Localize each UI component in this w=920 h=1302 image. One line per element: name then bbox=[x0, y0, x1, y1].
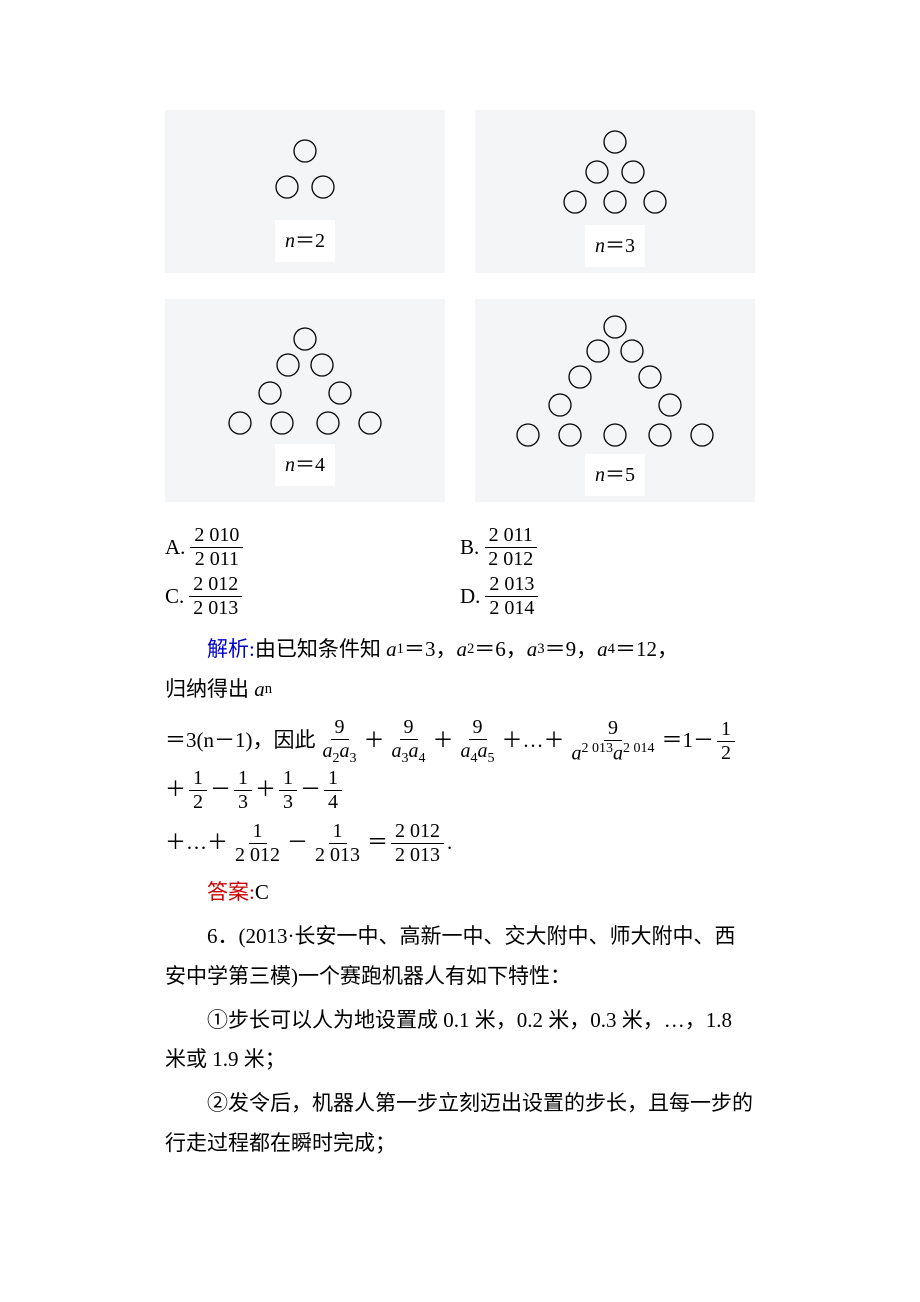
figure-n2-svg bbox=[245, 127, 365, 217]
figure-n4: n＝4 bbox=[165, 299, 445, 502]
sum-term-last: 9 a2 013a2 014 bbox=[568, 717, 659, 766]
choice-B: B. 2 011 2 012 bbox=[460, 524, 755, 571]
figure-n5-svg bbox=[490, 311, 740, 451]
figure-n2: n＝2 bbox=[165, 110, 445, 273]
answer-line: 答案:C bbox=[165, 873, 755, 913]
choice-D: D. 2 013 2 014 bbox=[460, 573, 755, 620]
solution-line-3: ＋…＋ 12 012 － 12 013 ＝ 2 012 2 013 . bbox=[165, 820, 755, 867]
sum-term-2: 9 a3a4 bbox=[388, 716, 430, 767]
choice-B-letter: B. bbox=[460, 528, 479, 568]
answer-value: C bbox=[255, 880, 269, 904]
figure-n5: n＝5 bbox=[475, 299, 755, 502]
q6-stem: 6．(2013·长安一中、高新一中、交大附中、师大附中、西安中学第三模)一个赛跑… bbox=[165, 917, 755, 997]
solution-line-2: ＝3(n－1)， 因此 9 a2a3 ＋ 9 a3a4 ＋ 9 a4a5 ＋…＋… bbox=[165, 716, 755, 814]
figure-n3-svg bbox=[535, 122, 695, 222]
choice-A: A. 2 010 2 011 bbox=[165, 524, 460, 571]
answer-label: 答案: bbox=[207, 880, 255, 904]
sum-term-3: 9 a4a5 bbox=[457, 716, 499, 767]
sum-term-1: 9 a2a3 bbox=[319, 716, 361, 767]
solution-line-1: 解析: 由已知条件知 a1＝3， a2＝6， a3＝9， a4＝12， 归纳得出… bbox=[165, 630, 755, 710]
figure-n4-svg bbox=[200, 321, 410, 441]
choice-B-frac: 2 011 2 012 bbox=[484, 524, 537, 571]
q6-item2: ②发令后，机器人第一步立刻迈出设置的步长，且每一步的行走过程都在瞬时完成； bbox=[165, 1084, 755, 1164]
choice-A-frac: 2 010 2 011 bbox=[190, 524, 243, 571]
figure-n3: n＝3 bbox=[475, 110, 755, 273]
figure-n2-caption: n＝2 bbox=[275, 220, 335, 262]
q6-item1: ①步长可以人为地设置成 0.1 米，0.2 米，0.3 米，…，1.8 米或 1… bbox=[165, 1001, 755, 1081]
solution-result-frac: 2 012 2 013 bbox=[391, 820, 444, 867]
figure-n3-caption: n＝3 bbox=[585, 225, 645, 267]
choice-C: C. 2 012 2 013 bbox=[165, 573, 460, 620]
solution-block: 解析: 由已知条件知 a1＝3， a2＝6， a3＝9， a4＝12， 归纳得出… bbox=[165, 630, 755, 867]
solution-label: 解析: bbox=[207, 630, 255, 670]
choice-A-letter: A. bbox=[165, 528, 185, 568]
choice-D-letter: D. bbox=[460, 577, 480, 617]
figure-n5-caption: n＝5 bbox=[585, 454, 645, 496]
sequence-figure-grid: n＝2 n＝3 n＝4 n＝5 bbox=[165, 110, 755, 502]
choice-D-frac: 2 013 2 014 bbox=[485, 573, 538, 620]
choice-C-letter: C. bbox=[165, 577, 184, 617]
figure-n4-caption: n＝4 bbox=[275, 444, 335, 486]
choice-C-frac: 2 012 2 013 bbox=[189, 573, 242, 620]
choices-block: A. 2 010 2 011 B. 2 011 2 012 C. 2 012 2 bbox=[165, 524, 755, 620]
